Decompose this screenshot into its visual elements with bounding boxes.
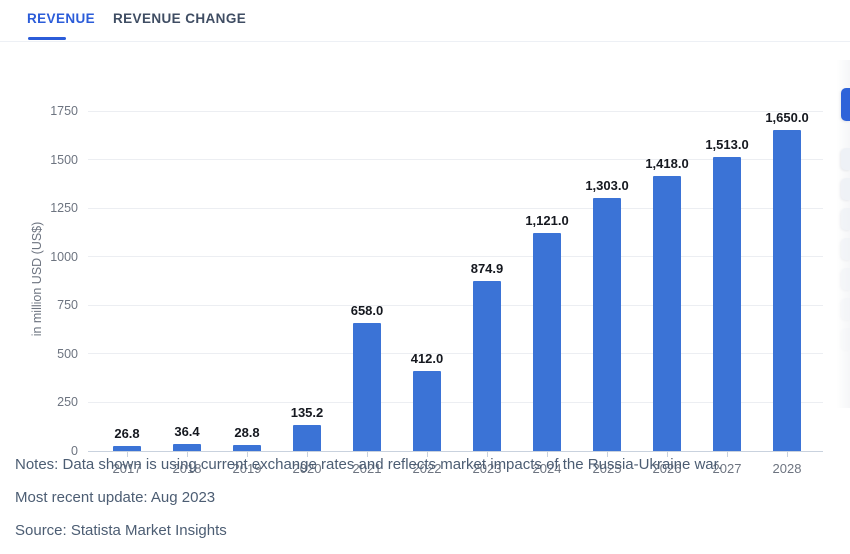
bar-2026[interactable] [653,175,681,451]
value-label-2020: 135.2 [290,404,324,420]
x-tick-mark [187,452,188,457]
y-tick-label: 250 [57,395,78,410]
x-label-2019: 2019 [232,461,262,476]
panel-chip[interactable] [841,298,850,320]
plot-area: 26.8 2017 36.4 2018 28.8 2019 135.2 2020 658.0 20… [88,110,823,476]
value-label-2017: 26.8 [114,425,140,441]
value-label-2019: 28.8 [234,425,260,441]
panel-chip[interactable] [841,178,850,200]
value-label-2026: 1,418.0 [645,155,689,171]
x-label-2026: 2026 [652,461,682,476]
x-label-2017: 2017 [112,461,142,476]
revenue-bar-chart: in million USD (US$) 0 250 500 750 1000 1250 1… [0,41,850,476]
bar-2025[interactable] [593,197,621,451]
x-tick-mark [787,452,788,457]
bar-2019[interactable] [233,445,261,451]
x-tick-mark [667,452,668,457]
update-line: Most recent update: Aug 2023 [15,489,216,506]
x-label-2024: 2024 [532,461,562,476]
source-line: Source: Statista Market Insights [15,522,227,539]
x-tick-mark [727,452,728,457]
value-label-2018: 36.4 [174,423,200,439]
value-label-2021: 658.0 [350,303,384,319]
x-tick-mark [127,452,128,457]
y-axis-title: in million USD (US$) [30,221,44,337]
x-label-2022: 2022 [412,461,442,476]
x-tick-mark [487,452,488,457]
y-tick-label: 750 [57,298,78,313]
bar-2018[interactable] [173,443,201,451]
x-tick-mark [307,452,308,457]
bar-2024[interactable] [533,233,561,451]
gridline [88,207,823,209]
y-tick-label: 1750 [50,104,78,118]
gridline [88,110,823,112]
gridline [88,159,823,161]
y-tick-label: 1500 [50,152,78,167]
tab-bar: REVENUE REVENUE CHANGE [0,0,850,42]
y-tick-label: 1250 [50,201,78,216]
tab-revenue[interactable]: REVENUE [27,11,96,26]
bar-2017[interactable] [113,445,141,451]
x-label-2020: 2020 [292,461,322,476]
gridline [88,256,823,258]
x-tick-mark [247,452,248,457]
bar-2022[interactable] [413,370,441,451]
x-label-2027: 2027 [712,461,742,476]
x-label-2023: 2023 [472,461,502,476]
value-label-2027: 1,513.0 [705,137,749,153]
x-tick-mark [427,452,428,457]
bar-2027[interactable] [713,157,741,451]
x-label-2025: 2025 [592,461,622,476]
gridline [88,353,823,355]
y-tick-label: 0 [71,444,78,458]
panel-chip[interactable] [841,268,850,290]
panel-chip[interactable] [841,238,850,260]
y-tick-label: 500 [57,346,78,361]
gridline [88,304,823,306]
right-edge-panel [836,60,850,408]
panel-chip[interactable] [841,328,850,350]
value-label-2028: 1,650.0 [765,110,809,126]
x-label-2018: 2018 [172,461,202,476]
y-tick-label: 1000 [50,249,78,264]
panel-chip[interactable] [841,148,850,170]
gridline [88,401,823,403]
value-label-2024: 1,121.0 [525,213,569,229]
x-label-2021: 2021 [352,461,382,476]
x-tick-mark [607,452,608,457]
bar-2023[interactable] [473,281,501,451]
notes-line: Notes: Data shown is using current excha… [15,456,722,473]
panel-chip-active[interactable] [841,88,850,121]
bar-2021[interactable] [353,323,381,451]
panel-chip[interactable] [841,208,850,230]
bar-2028[interactable] [773,130,801,451]
active-tab-underline [28,37,66,40]
value-label-2025: 1,303.0 [585,177,629,193]
value-label-2023: 874.9 [470,261,504,277]
x-tick-mark [547,452,548,457]
tab-revenue-change[interactable]: REVENUE CHANGE [113,11,247,26]
bar-2020[interactable] [293,424,321,451]
value-label-2022: 412.0 [410,350,444,366]
x-tick-mark [367,452,368,457]
x-label-2028: 2028 [772,461,802,476]
